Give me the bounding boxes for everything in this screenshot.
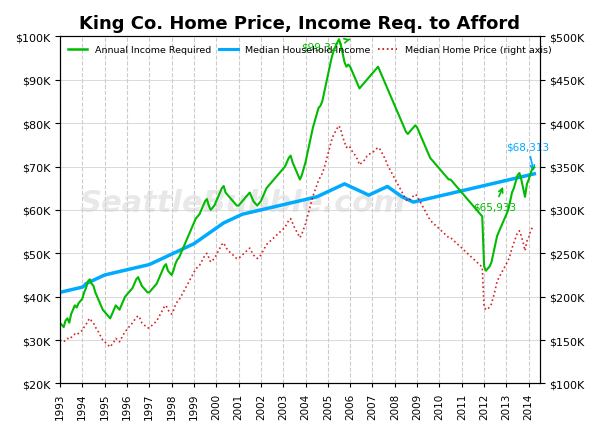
Text: $68,313: $68,313	[506, 142, 550, 170]
Title: King Co. Home Price, Income Req. to Afford: King Co. Home Price, Income Req. to Affo…	[79, 15, 520, 33]
Legend: Annual Income Required, Median Household Income, Median Home Price (right axis): Annual Income Required, Median Household…	[65, 42, 555, 59]
Text: $65,933: $65,933	[473, 189, 516, 212]
Text: $99,321: $99,321	[301, 39, 350, 52]
Text: SeattleBubble.com: SeattleBubble.com	[79, 189, 406, 218]
